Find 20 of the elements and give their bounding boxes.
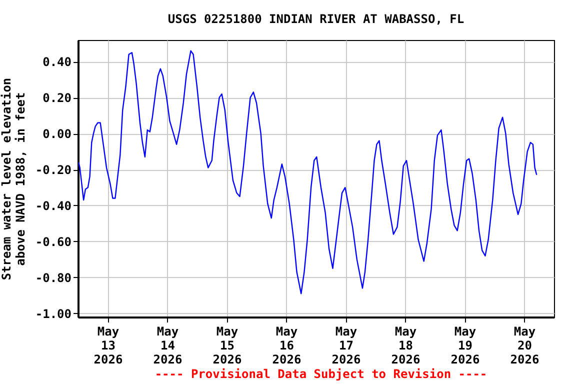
x-tick-label: May 17 2026 [332, 324, 361, 366]
x-tick-label: May 20 2026 [510, 324, 540, 366]
x-tick-label: May 19 2026 [450, 324, 480, 366]
chart-title: USGS 02251800 INDIAN RIVER AT WABASSO, FL [168, 12, 464, 26]
x-tick-label: May 15 2026 [212, 324, 242, 366]
y-tick-label: -0.40 [35, 198, 72, 213]
y-axis-title: Stream water level elevation above NAVD 1988, in feet [0, 78, 28, 280]
y-tick-label: -0.60 [35, 234, 72, 249]
x-tick-label: May 13 2026 [94, 324, 123, 366]
y-tick-label: 0.20 [42, 91, 72, 106]
line-series [78, 50, 538, 294]
y-tick-label: 0.40 [42, 55, 72, 70]
y-tick-label: -1.00 [35, 306, 72, 321]
x-tick-label: May 18 2026 [391, 324, 420, 366]
x-tick-label: May 14 2026 [153, 324, 182, 366]
y-tick-label: 0.00 [42, 127, 72, 142]
text: ---- Provisional Data Subject to Revision ---- [154, 367, 488, 381]
y-tick-label: -0.80 [35, 270, 72, 285]
x-tick-label: May 16 2026 [272, 324, 302, 366]
y-tick-label: -0.20 [35, 163, 72, 178]
